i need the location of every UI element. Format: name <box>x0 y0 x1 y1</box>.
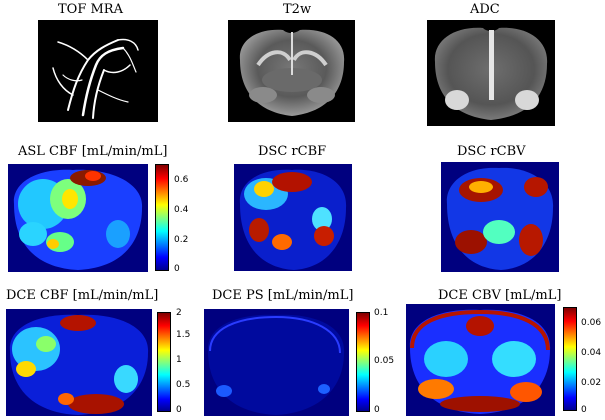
dce-cbf-tick: 0.5 <box>176 380 191 390</box>
dce-ps-tick: 0.1 <box>374 308 389 318</box>
dce-ps-tick: 0 <box>374 405 380 415</box>
asl-tick: 0 <box>174 264 180 274</box>
dce-cbv-tick: 0.04 <box>581 348 602 358</box>
dce-cbf-tick: 1.5 <box>176 330 191 340</box>
dce-cbv-tick: 0.06 <box>581 318 602 328</box>
dce-cbf-tick: 1 <box>176 355 182 365</box>
asl-tick: 0.4 <box>174 205 189 215</box>
dce-cbf-title: DCE CBF [mL/min/mL] <box>6 288 159 303</box>
dce-cbv-tick: 0 <box>581 405 587 415</box>
dce-ps-colorbar <box>356 312 370 412</box>
asl-cbf-title: ASL CBF [mL/min/mL] <box>18 144 168 159</box>
dce-cbv-tick: 0.02 <box>581 378 602 388</box>
dce-cbf-map <box>6 309 152 416</box>
dce-ps-tick: 0.05 <box>374 356 395 366</box>
dsc-rcbf-title: DSC rCBF <box>258 144 327 159</box>
dsc-rcbv-map <box>441 162 559 272</box>
t2w-image <box>228 20 355 122</box>
dce-cbv-colorbar <box>563 307 577 411</box>
dce-cbf-tick: 2 <box>176 308 182 318</box>
dce-cbf-tick: 0 <box>176 405 182 415</box>
dce-cbf-colorbar <box>157 312 171 412</box>
tof-mra-image <box>38 20 158 122</box>
dsc-rcbf-map <box>234 164 352 271</box>
dce-cbv-title: DCE CBV [mL/mL] <box>438 288 562 303</box>
t2w-title: T2w <box>283 2 312 17</box>
asl-tick: 0.2 <box>174 235 189 245</box>
dce-ps-map <box>204 309 349 416</box>
adc-image <box>427 20 555 126</box>
asl-tick: 0.6 <box>174 175 189 185</box>
tof-mra-title: TOF MRA <box>58 2 123 17</box>
dce-cbv-map <box>406 304 555 416</box>
dsc-rcbv-title: DSC rCBV <box>457 144 526 159</box>
dce-ps-title: DCE PS [mL/min/mL] <box>212 288 354 303</box>
adc-title: ADC <box>470 2 500 17</box>
asl-cbf-map <box>8 164 148 272</box>
asl-cbf-colorbar <box>155 164 169 271</box>
